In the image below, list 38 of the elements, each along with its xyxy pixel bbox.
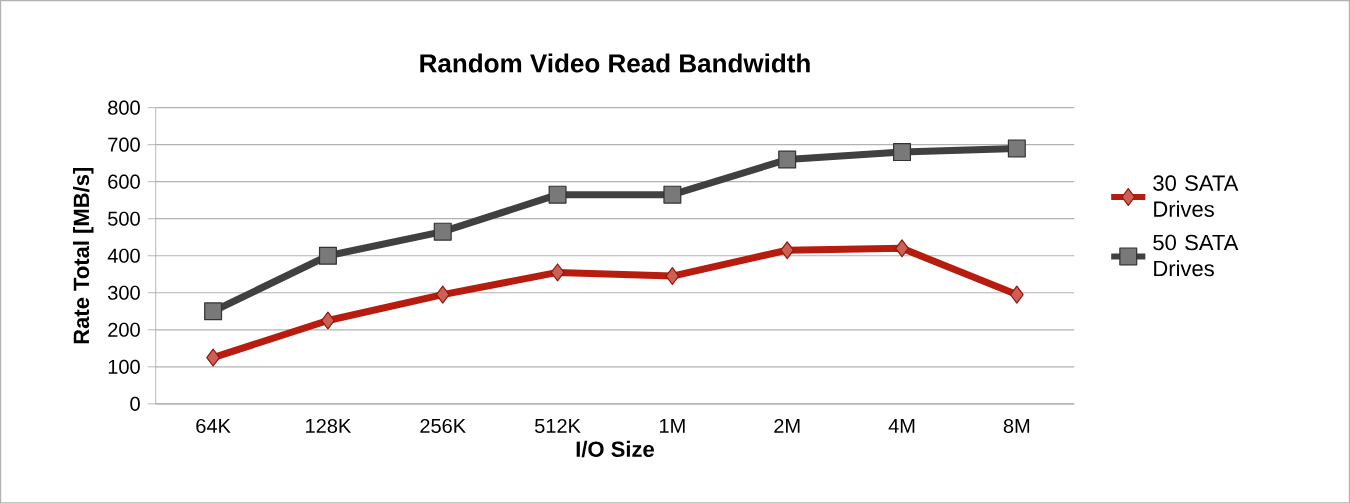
x-tick-label: 8M [1003, 418, 1030, 433]
x-tick-label: 512K [535, 418, 581, 433]
x-tick-label: 128K [306, 418, 352, 433]
y-tick-label: 600 [108, 174, 140, 189]
y-tick-label: 100 [108, 359, 140, 374]
x-tick-label: 2M [774, 418, 800, 433]
x-axis-title: I/O Size [576, 440, 654, 457]
y-tick-label: 500 [108, 211, 140, 226]
y-tick-label: 0 [130, 396, 140, 411]
legend-label: 30 SATA Drives [1153, 175, 1239, 217]
y-tick-label: 800 [108, 100, 140, 115]
point [550, 263, 565, 282]
x-tick-label: 1M [660, 418, 685, 433]
point [435, 285, 450, 304]
point [318, 246, 337, 265]
chart-title: Random Video Read Bandwidth [420, 53, 810, 73]
point [206, 348, 221, 367]
x-tick-label: 256K [420, 418, 466, 433]
point [204, 302, 223, 321]
point [321, 311, 335, 330]
point [548, 185, 567, 204]
point [778, 150, 797, 169]
point [1009, 285, 1024, 304]
y-tick-label: 700 [108, 137, 140, 152]
point [433, 222, 452, 241]
y-axis-title: Rate Total [MB/s] [72, 167, 94, 344]
x-tick-label: 64K [196, 418, 231, 433]
point [893, 142, 912, 161]
y-tick-label: 200 [108, 322, 140, 337]
point [895, 239, 909, 258]
point [663, 185, 682, 204]
y-tick-label: 400 [107, 248, 140, 263]
point [665, 266, 680, 285]
point [780, 240, 795, 259]
point [1007, 139, 1026, 158]
y-tick-label: 300 [108, 285, 140, 300]
x-tick-label: 4M [888, 418, 915, 433]
legend-label: 50 SATA Drives [1153, 234, 1239, 277]
